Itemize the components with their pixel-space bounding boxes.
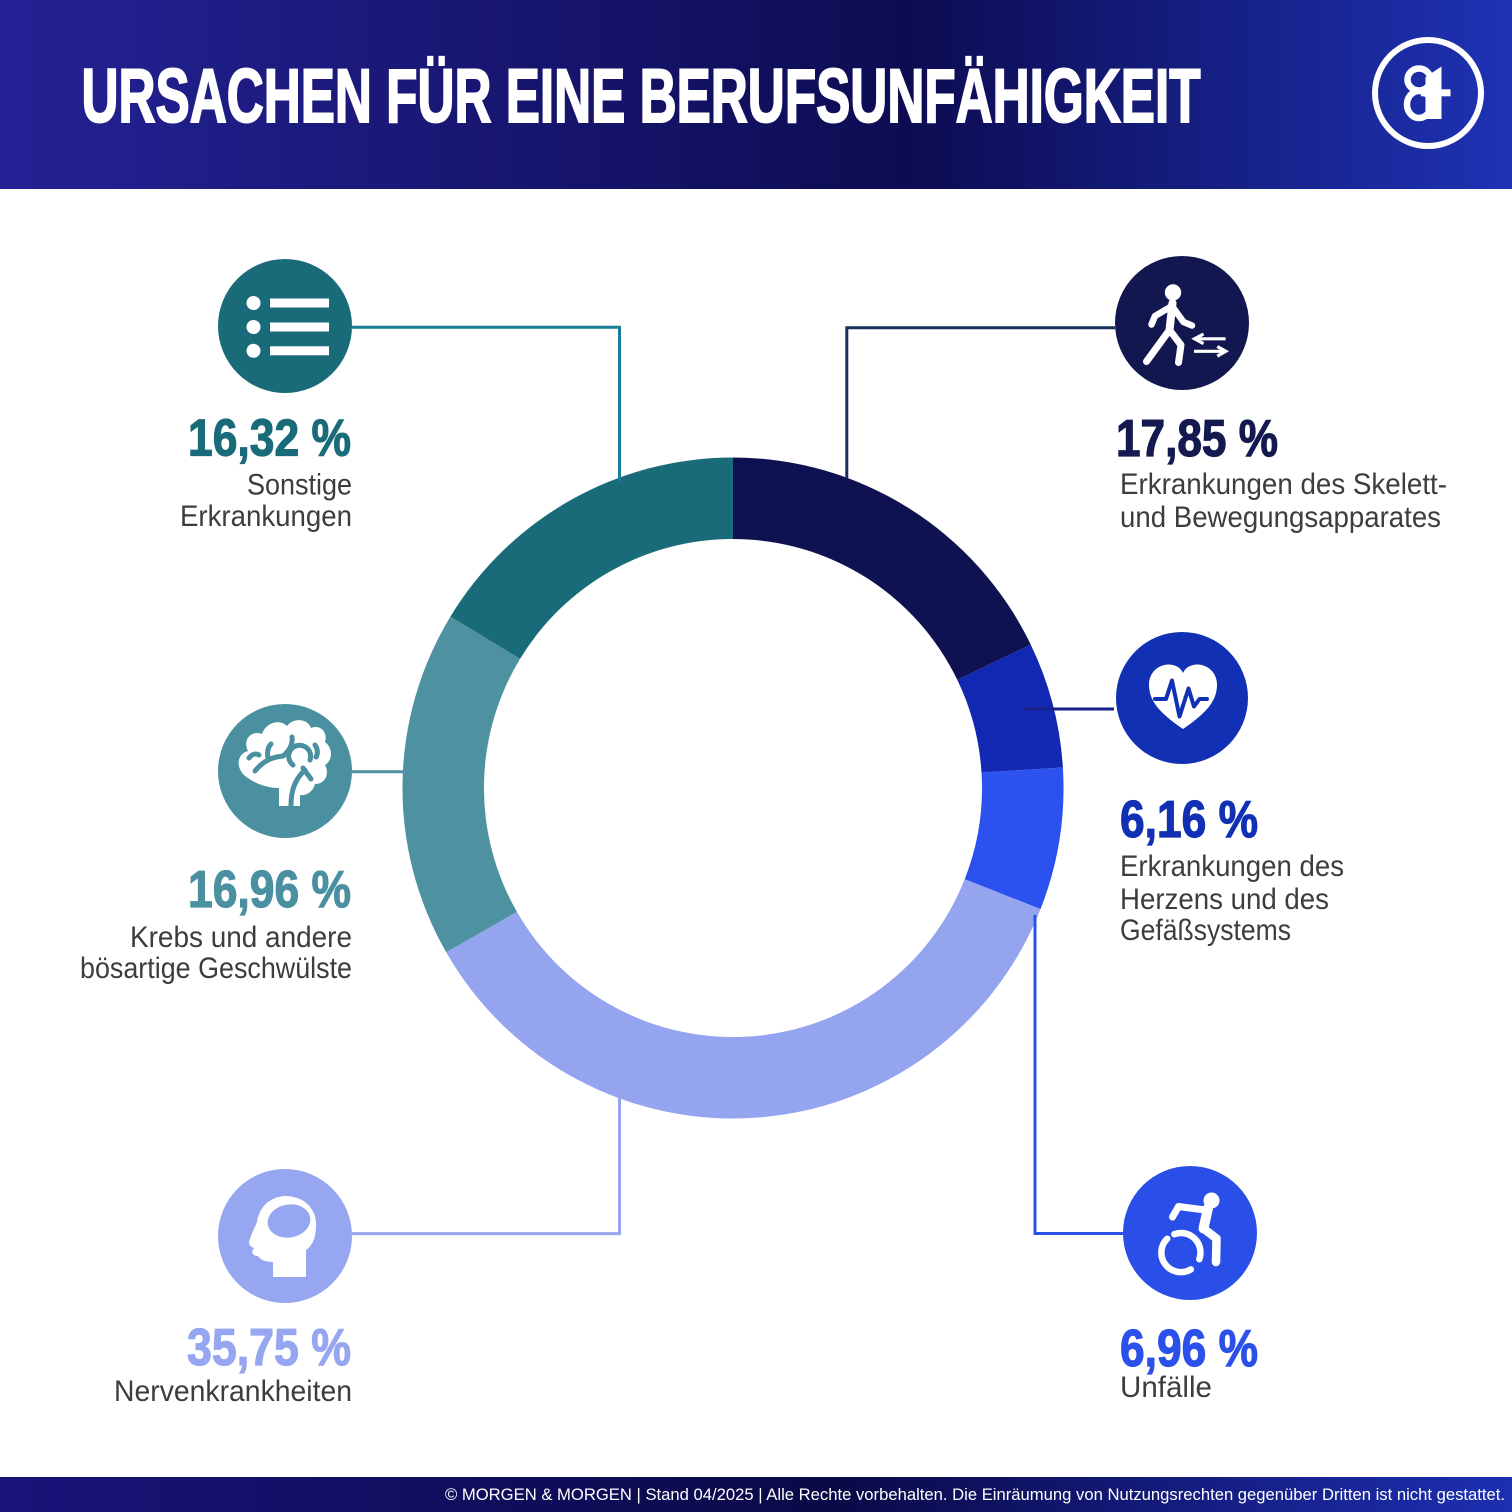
svg-text:35,75 %: 35,75 % bbox=[187, 1319, 351, 1377]
svg-text:16,96 %: 16,96 % bbox=[188, 861, 351, 919]
svg-text:Gefäßsystems: Gefäßsystems bbox=[1120, 914, 1291, 947]
svg-text:6,16 %: 6,16 % bbox=[1120, 791, 1258, 849]
svg-text:Herzens und des: Herzens und des bbox=[1120, 883, 1329, 916]
svg-text:URSACHEN FÜR EINE BERUFSUNFÄHI: URSACHEN FÜR EINE BERUFSUNFÄHIGKEIT bbox=[82, 54, 1201, 139]
svg-text:Erkrankungen des: Erkrankungen des bbox=[1120, 850, 1344, 883]
svg-text:6,96 %: 6,96 % bbox=[1120, 1320, 1258, 1378]
svg-text:und Bewegungsapparates: und Bewegungsapparates bbox=[1120, 501, 1441, 534]
svg-text:Krebs und andere: Krebs und andere bbox=[130, 921, 352, 954]
svg-text:16,32 %: 16,32 % bbox=[188, 410, 351, 468]
svg-text:Sonstige: Sonstige bbox=[247, 469, 352, 502]
svg-text:Erkrankungen: Erkrankungen bbox=[180, 500, 352, 533]
svg-text:Unfälle: Unfälle bbox=[1120, 1371, 1212, 1404]
svg-text:© MORGEN & MORGEN | Stand 04/2: © MORGEN & MORGEN | Stand 04/2025 | Alle… bbox=[445, 1485, 1505, 1504]
svg-text:bösartige Geschwülste: bösartige Geschwülste bbox=[80, 952, 352, 985]
svg-text:Nervenkrankheiten: Nervenkrankheiten bbox=[114, 1375, 352, 1408]
svg-text:17,85 %: 17,85 % bbox=[1116, 410, 1278, 468]
svg-text:Erkrankungen des Skelett-: Erkrankungen des Skelett- bbox=[1120, 468, 1447, 501]
